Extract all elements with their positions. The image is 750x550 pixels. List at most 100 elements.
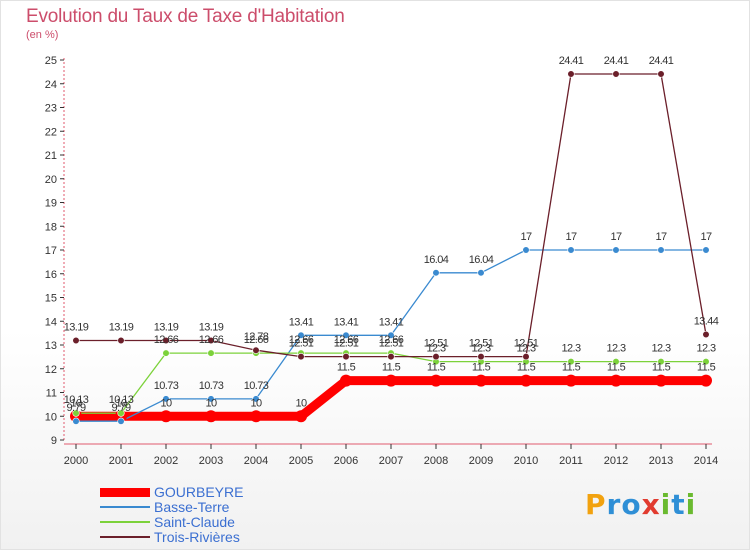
data-label: 12.51 <box>289 338 314 350</box>
data-point <box>430 374 442 387</box>
data-label: 10.13 <box>109 394 134 406</box>
data-label: 11.5 <box>697 362 716 374</box>
data-point <box>702 330 710 339</box>
y-tick-label: 16 <box>45 269 57 281</box>
data-point <box>297 353 305 361</box>
data-label: 10.73 <box>154 380 179 392</box>
data-label: 13.41 <box>379 316 404 328</box>
data-point <box>387 353 395 361</box>
data-label: 10 <box>250 397 262 409</box>
data-point <box>117 409 125 417</box>
proxiti-logo: Proxiti <box>585 488 696 521</box>
data-point <box>612 246 620 254</box>
y-tick-label: 15 <box>45 293 57 305</box>
data-point <box>567 70 575 78</box>
data-label: 10 <box>160 397 172 409</box>
data-label: 9.79 <box>111 402 130 414</box>
data-point <box>522 246 530 254</box>
data-label: 13.19 <box>199 321 224 333</box>
data-point <box>477 269 485 277</box>
data-label: 12.66 <box>379 334 404 346</box>
x-tick-label: 2004 <box>244 455 268 467</box>
chart-unit-label: (en %) <box>26 29 59 41</box>
data-point <box>252 395 260 403</box>
data-label: 11.5 <box>472 362 491 374</box>
data-point <box>565 374 577 387</box>
data-label: 12.3 <box>651 343 670 355</box>
data-label: 10.73 <box>244 380 269 392</box>
data-label: 12.78 <box>244 331 269 343</box>
data-label: 12.66 <box>244 334 269 346</box>
data-label: 12.51 <box>469 338 494 350</box>
data-label: 17 <box>655 231 667 243</box>
logo-letter: i <box>685 488 697 521</box>
data-label: 16.04 <box>424 254 449 266</box>
data-point <box>432 269 440 277</box>
data-label: 13.41 <box>289 316 314 328</box>
legend-label-gourbeyre: GOURBEYRE <box>154 484 244 500</box>
data-point <box>702 246 710 254</box>
y-tick-label: 24 <box>45 79 57 91</box>
data-point <box>657 246 665 254</box>
y-tick-label: 25 <box>45 55 57 67</box>
x-tick-label: 2011 <box>559 455 583 467</box>
data-label: 12.51 <box>334 338 359 350</box>
data-point <box>207 349 215 357</box>
data-point <box>567 246 575 254</box>
data-label: 13.41 <box>334 316 359 328</box>
data-point <box>655 374 667 387</box>
data-label: 16.04 <box>469 254 494 266</box>
x-tick-label: 2001 <box>109 455 133 467</box>
y-tick-label: 18 <box>45 221 57 233</box>
y-tick-label: 12 <box>45 364 57 376</box>
data-label: 12.3 <box>516 343 535 355</box>
data-label: 10.13 <box>64 394 89 406</box>
data-point <box>702 358 710 366</box>
data-label: 12.51 <box>424 338 449 350</box>
y-tick-label: 21 <box>45 150 57 162</box>
data-point <box>342 353 350 361</box>
data-point <box>567 358 575 366</box>
logo-letter: i <box>660 488 672 521</box>
data-label: 12.51 <box>514 338 539 350</box>
data-point <box>162 349 170 357</box>
legend-swatch-basse-terre <box>100 506 150 508</box>
data-label: 11.5 <box>382 362 401 374</box>
data-label: 9.79 <box>66 402 85 414</box>
data-label: 10 <box>205 397 217 409</box>
y-tick-label: 22 <box>45 126 57 138</box>
data-label: 10 <box>115 397 127 409</box>
data-label: 13.44 <box>694 316 719 328</box>
data-point <box>610 374 622 387</box>
data-label: 12.66 <box>154 334 179 346</box>
data-point <box>477 353 485 361</box>
data-label: 11.5 <box>427 362 446 374</box>
data-point <box>162 395 170 403</box>
x-tick-label: 2013 <box>649 455 673 467</box>
legend-label-basse-terre: Basse-Terre <box>154 499 230 515</box>
data-point <box>657 70 665 78</box>
x-tick-label: 2014 <box>694 455 718 467</box>
data-label: 17 <box>520 231 532 243</box>
logo-letter: P <box>585 488 607 521</box>
data-label: 13.19 <box>154 321 179 333</box>
y-tick-label: 17 <box>45 245 57 257</box>
chart-title: Evolution du Taux de Taxe d'Habitation <box>26 6 345 27</box>
data-label: 12.66 <box>334 334 359 346</box>
y-tick-label: 9 <box>51 435 57 447</box>
x-tick-label: 2000 <box>64 455 88 467</box>
data-label: 13.19 <box>109 321 134 333</box>
data-label: 11.5 <box>562 362 581 374</box>
data-point <box>117 417 125 425</box>
data-label: 12.66 <box>199 334 224 346</box>
data-point <box>700 374 712 387</box>
data-point <box>162 336 170 345</box>
legend-swatch-saint-claude <box>100 521 150 523</box>
legend-label-saint-claude: Saint-Claude <box>154 514 235 530</box>
data-point <box>387 331 395 339</box>
data-label: 17 <box>700 231 712 243</box>
legend-swatch-gourbeyre <box>100 488 150 497</box>
data-label: 11.5 <box>517 362 536 374</box>
x-tick-label: 2009 <box>469 455 493 467</box>
